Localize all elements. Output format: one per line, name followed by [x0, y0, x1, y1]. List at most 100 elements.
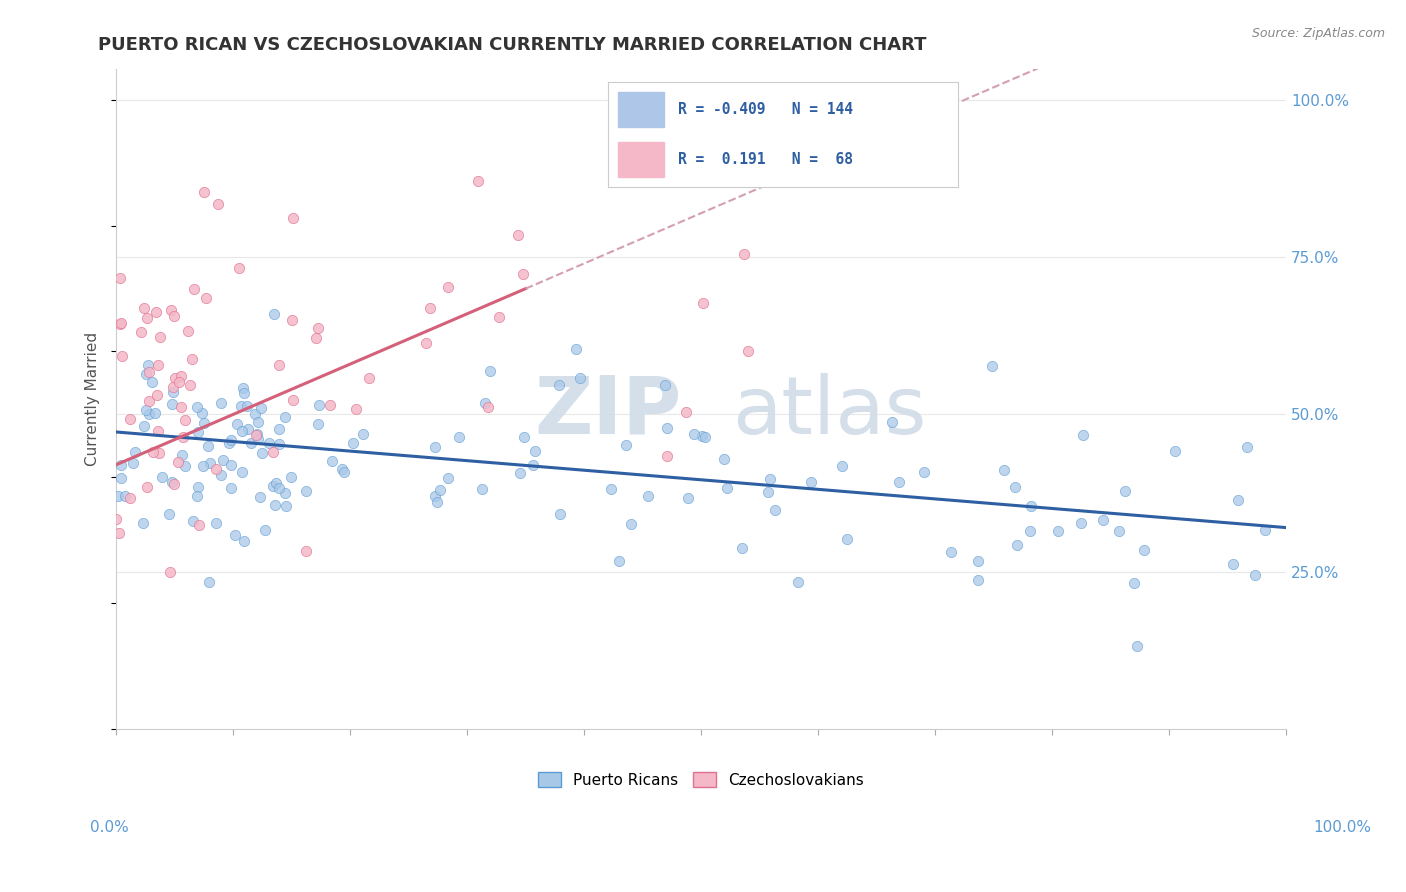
Point — [693, 429, 716, 443]
Point — [162, 384, 184, 399]
Point — [1047, 524, 1070, 538]
Point — [423, 489, 446, 503]
Point — [342, 436, 364, 450]
Point — [204, 462, 226, 476]
Point — [941, 545, 963, 559]
Point — [993, 463, 1015, 477]
Point — [564, 342, 586, 356]
Point — [198, 456, 221, 470]
Point — [162, 380, 184, 394]
Point — [120, 491, 142, 506]
Point — [209, 396, 232, 410]
Point — [1236, 440, 1258, 454]
Point — [599, 482, 621, 496]
Point — [197, 439, 219, 453]
Point — [236, 422, 259, 436]
Point — [148, 425, 170, 439]
Point — [132, 418, 155, 433]
Point — [654, 377, 676, 392]
Point — [135, 402, 157, 417]
Point — [181, 351, 204, 366]
Point — [912, 466, 935, 480]
Point — [966, 554, 988, 568]
Point — [305, 331, 328, 345]
Point — [264, 475, 287, 490]
Point — [737, 344, 759, 359]
Point — [477, 400, 499, 414]
Point — [194, 291, 217, 305]
Point — [294, 483, 316, 498]
Point — [307, 320, 329, 334]
Point — [419, 301, 441, 316]
Point — [1132, 543, 1154, 558]
Point — [344, 401, 367, 416]
Point — [148, 446, 170, 460]
Point — [191, 458, 214, 473]
Point — [142, 444, 165, 458]
Text: 100.0%: 100.0% — [1313, 821, 1372, 835]
Point — [149, 330, 172, 344]
Point — [274, 485, 297, 500]
Point — [160, 475, 183, 489]
Point — [108, 526, 131, 541]
Text: Source: ZipAtlas.com: Source: ZipAtlas.com — [1251, 27, 1385, 40]
Point — [108, 271, 131, 285]
Point — [159, 565, 181, 579]
Point — [188, 518, 211, 533]
Y-axis label: Currently Married: Currently Married — [86, 332, 100, 466]
Point — [209, 467, 232, 482]
Point — [436, 280, 458, 294]
Point — [254, 524, 277, 538]
Point — [193, 416, 215, 430]
Point — [657, 421, 679, 435]
Point — [163, 477, 186, 491]
Point — [177, 324, 200, 338]
Point — [437, 470, 460, 484]
Text: 0.0%: 0.0% — [90, 821, 129, 835]
Point — [160, 397, 183, 411]
Point — [250, 401, 273, 416]
Point — [135, 368, 157, 382]
Point — [759, 471, 782, 485]
Point — [831, 459, 853, 474]
Point — [547, 378, 569, 392]
Point — [193, 186, 215, 200]
Point — [110, 317, 132, 331]
Point — [221, 481, 243, 495]
Point — [187, 480, 209, 494]
Point — [114, 489, 136, 503]
Point — [187, 425, 209, 439]
Point — [318, 398, 340, 412]
Point — [205, 516, 228, 530]
Point — [1091, 513, 1114, 527]
Point — [172, 430, 194, 444]
Point — [690, 429, 713, 443]
Point — [143, 406, 166, 420]
Point — [1122, 576, 1144, 591]
Point — [249, 490, 271, 504]
Point — [129, 326, 152, 340]
Point — [191, 406, 214, 420]
Point — [620, 516, 643, 531]
Point — [233, 386, 256, 401]
Point — [247, 432, 270, 446]
Point — [263, 307, 285, 321]
Text: atlas: atlas — [733, 373, 927, 450]
Point — [207, 197, 229, 211]
Point — [150, 470, 173, 484]
Point — [1126, 639, 1149, 653]
Point — [219, 433, 242, 447]
Point — [1019, 500, 1042, 514]
Point — [731, 541, 754, 556]
Point — [692, 296, 714, 310]
Point — [269, 436, 291, 450]
Point — [243, 407, 266, 421]
Point — [352, 427, 374, 442]
Point — [259, 435, 281, 450]
Point — [110, 458, 132, 472]
Point — [269, 422, 291, 436]
Point — [281, 313, 304, 327]
Point — [232, 381, 254, 395]
Point — [135, 311, 157, 326]
Point — [321, 453, 343, 467]
